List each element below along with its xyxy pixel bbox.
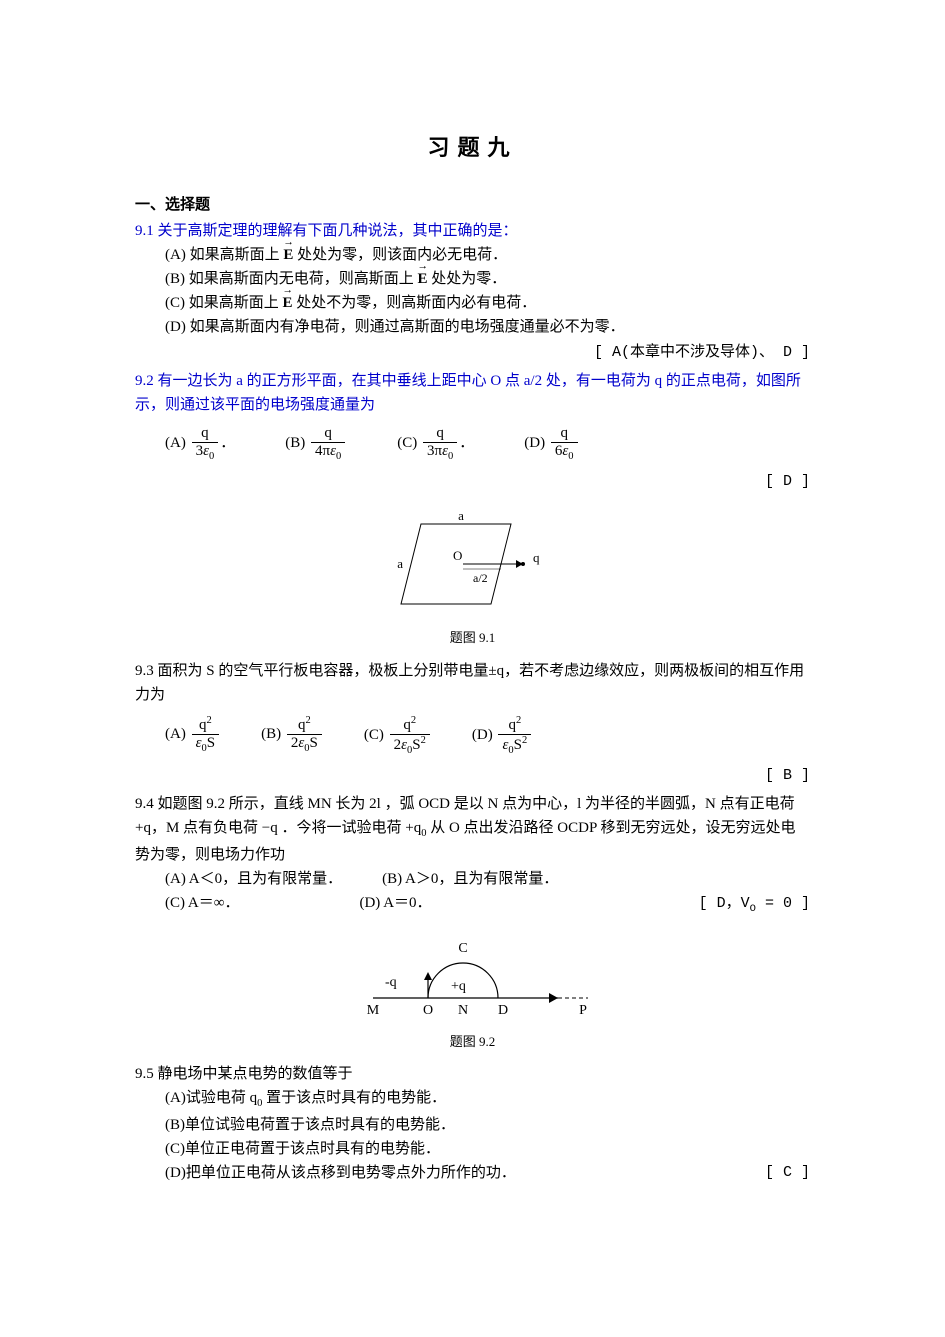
svg-text:q: q [533,550,540,565]
options: (A) A＜0，且为有限常量． (B) A＞0，且为有限常量． (C) A＝∞．… [135,867,810,918]
option-a: (A) q 3ε0 ． [165,421,235,466]
problem-9-3: 9.3 面积为 S 的空气平行板电容器，极板上分别带电量±q，若不考虑边缘效应，… [135,659,810,788]
figure-9-1: a a O a/2 q 题图 9.1 [135,504,810,649]
svg-text:N: N [457,1003,467,1018]
figure-caption: 题图 9.2 [135,1032,810,1053]
problem-number: 9.5 [135,1066,154,1082]
option-a: (A)试验电荷 q0 置于该点时具有的电势能． [165,1086,810,1113]
problem-stem: 有一边长为 a 的正方形平面，在其中垂线上距中心 O 点 a/2 处，有一电荷为… [135,373,801,413]
page-title: 习题九 [135,130,810,165]
svg-text:D: D [497,1003,507,1018]
section-header: 一、选择题 [135,193,810,217]
figure-caption: 题图 9.1 [135,628,810,649]
problem-number: 9.2 [135,373,154,389]
option-c: (C) A＝∞． [165,891,239,915]
answer: [ A(本章中不涉及导体)、 D ] [135,341,810,365]
problem-number: 9.1 [135,223,154,239]
option-b: (B)单位试验电荷置于该点时具有的电势能． [165,1113,810,1137]
option-b: (B) q2 2ε0S [261,711,324,760]
option-b: (B) A＞0，且为有限常量． [382,867,558,891]
options: (A) 如果高斯面上 E 处处为零，则该面内必无电荷． (B) 如果高斯面内无电… [135,243,810,339]
option-d: (D) q 6ε0 [524,421,579,466]
problem-stem: 面积为 S 的空气平行板电容器，极板上分别带电量±q，若不考虑边缘效应，则两极板… [135,663,804,703]
options: (A) q 3ε0 ． (B) q 4πε0 (C) q 3πε0 ． (D) … [165,421,810,466]
option-b: (B) 如果高斯面内无电荷，则高斯面上 E 处处为零． [165,267,810,291]
option-c: (C) 如果高斯面上 E 处处不为零，则高斯面内必有电荷． [165,291,810,315]
figure-svg: C -q +q M O N D P [333,928,613,1028]
option-d: (D) A＝0． [359,891,431,915]
figure-9-2: C -q +q M O N D P 题图 9.2 [135,928,810,1053]
problem-9-1: 9.1 关于高斯定理的理解有下面几种说法，其中正确的是： (A) 如果高斯面上 … [135,219,810,365]
option-c: (C) q 3πε0 ． [397,421,474,466]
problem-stem: 关于高斯定理的理解有下面几种说法，其中正确的是： [158,223,518,239]
option-d: (D)把单位正电荷从该点移到电势零点外力所作的功． [165,1161,516,1185]
problem-stem: 静电场中某点电势的数值等于 [158,1066,353,1082]
problem-9-2: 9.2 有一边长为 a 的正方形平面，在其中垂线上距中心 O 点 a/2 处，有… [135,369,810,649]
answer: [ B ] [135,764,810,788]
option-c: (C)单位正电荷置于该点时具有的电势能． [165,1137,810,1161]
option-a: (A) A＜0，且为有限常量． [165,867,342,891]
svg-text:C: C [458,941,467,956]
options: (A)试验电荷 q0 置于该点时具有的电势能． (B)单位试验电荷置于该点时具有… [135,1086,810,1185]
vector-e: E [418,267,428,291]
svg-text:O: O [453,548,462,563]
problem-9-4: 9.4 如题图 9.2 所示，直线 MN 长为 2l ，弧 OCD 是以 N 点… [135,792,810,1052]
answer: [ D ] [135,470,810,494]
vector-e: E [283,243,293,267]
svg-text:a/2: a/2 [473,571,488,585]
option-c: (C) q2 2ε0S2 [364,711,432,760]
svg-text:+q: +q [451,979,466,994]
answer: [ C ] [765,1161,810,1185]
svg-text:a: a [458,508,464,523]
svg-text:-q: -q [385,975,397,990]
option-a: (A) q2 ε0S [165,711,221,760]
svg-text:a: a [397,556,403,571]
problem-stem: 如题图 9.2 所示，直线 MN 长为 2l ，弧 OCD 是以 N 点为中心，… [135,796,796,863]
problem-number: 9.4 [135,796,154,812]
figure-svg: a a O a/2 q [373,504,573,624]
answer: [ D，VO = 0 ] [699,892,810,918]
options: (A) q2 ε0S (B) q2 2ε0S (C) q2 2ε0S2 (D) … [165,711,810,760]
option-d: (D) q2 ε0S2 [472,711,533,760]
option-b: (B) q 4πε0 [285,421,347,466]
option-a: (A) 如果高斯面上 E 处处为零，则该面内必无电荷． [165,243,810,267]
svg-text:M: M [366,1003,379,1018]
svg-text:P: P [579,1003,587,1018]
vector-e: E [283,291,293,315]
problem-number: 9.3 [135,663,154,679]
option-d: (D) 如果高斯面内有净电荷，则通过高斯面的电场强度通量必不为零． [165,315,810,339]
svg-text:O: O [422,1003,432,1018]
problem-9-5: 9.5 静电场中某点电势的数值等于 (A)试验电荷 q0 置于该点时具有的电势能… [135,1062,810,1185]
